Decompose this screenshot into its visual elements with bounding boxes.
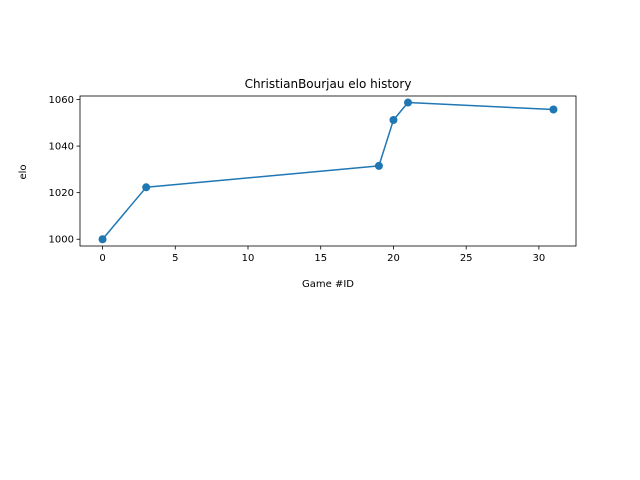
x-tick-label: 5 bbox=[172, 253, 178, 264]
y-tick-label: 1060 bbox=[49, 95, 74, 106]
x-tick-label: 25 bbox=[460, 253, 473, 264]
y-axis-label: elo bbox=[18, 164, 29, 179]
x-tick-label: 0 bbox=[99, 253, 105, 264]
data-point bbox=[389, 115, 398, 124]
y-tick-label: 1040 bbox=[49, 142, 74, 153]
y-tick-label: 1000 bbox=[49, 235, 74, 246]
x-tick-label: 10 bbox=[242, 253, 255, 264]
data-point bbox=[142, 183, 151, 192]
chart-title: ChristianBourjau elo history bbox=[245, 77, 412, 91]
x-tick-label: 20 bbox=[387, 253, 400, 264]
data-point bbox=[404, 98, 412, 107]
data-point bbox=[98, 235, 107, 244]
data-point bbox=[374, 161, 383, 170]
axes-frame bbox=[79, 95, 577, 247]
plot-area: 0 5 10 15 20 25 30 1000 1020 1040 1060 bbox=[49, 95, 577, 264]
data-point bbox=[549, 105, 558, 114]
x-tick-label: 15 bbox=[314, 253, 327, 264]
y-tick-label: 1020 bbox=[49, 188, 74, 199]
x-axis-label: Game #ID bbox=[302, 279, 354, 290]
series-line bbox=[101, 101, 554, 240]
x-tick-label: 30 bbox=[533, 253, 546, 264]
